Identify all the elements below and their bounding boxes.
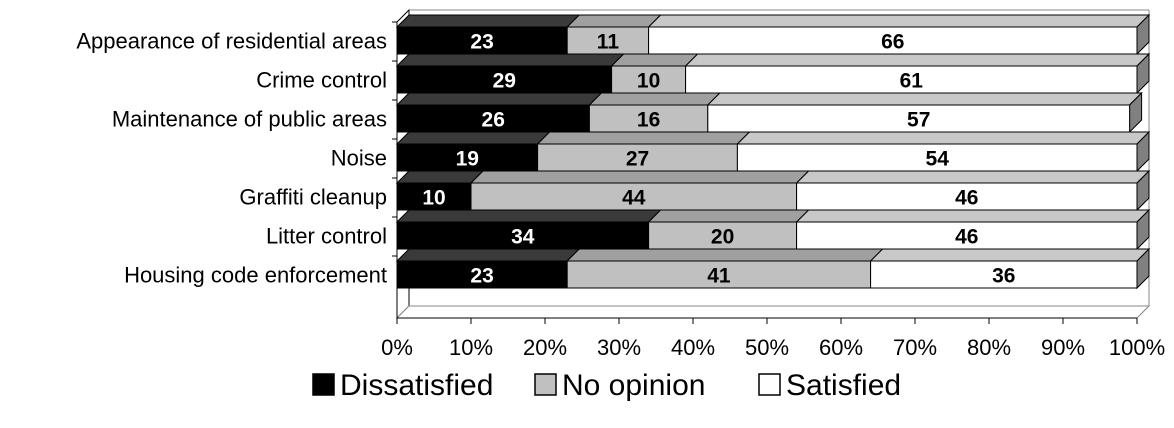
legend-item-no-opinion: No opinion — [535, 369, 705, 402]
bar-top-satisfied — [797, 210, 1149, 222]
bar-top-no-opinion — [649, 210, 809, 222]
data-label-no-opinion: 20 — [711, 226, 734, 249]
x-tick-label: 100% — [1109, 335, 1165, 360]
category-label: Litter control — [266, 224, 387, 249]
data-label-dissatisfied: 23 — [470, 265, 493, 288]
data-label-no-opinion: 10 — [637, 70, 660, 93]
data-label-no-opinion: 41 — [707, 265, 731, 288]
x-tick-label: 30% — [597, 335, 641, 360]
legend-swatch-dissatisfied — [313, 374, 334, 395]
data-label-no-opinion: 27 — [626, 148, 649, 171]
bar-top-dissatisfied — [397, 54, 624, 66]
legend-swatch-no-opinion — [535, 374, 556, 395]
data-label-dissatisfied: 10 — [422, 187, 445, 210]
bar-top-dissatisfied — [397, 210, 661, 222]
data-label-no-opinion: 44 — [622, 187, 646, 210]
bar-top-dissatisfied — [397, 15, 579, 27]
x-tick-label: 70% — [893, 335, 937, 360]
legend: Dissatisfied No opinion Satisfied — [313, 369, 901, 402]
bar-top-no-opinion — [612, 54, 698, 66]
bar-row-maintenance-of-public-areas: 26 16 57 — [397, 93, 1142, 132]
category-label: Appearance of residential areas — [76, 29, 387, 54]
bar-top-satisfied — [871, 249, 1149, 261]
bar-top-satisfied — [797, 171, 1149, 183]
data-label-dissatisfied: 29 — [493, 70, 516, 93]
bar-top-dissatisfied — [397, 93, 601, 105]
category-label: Noise — [331, 146, 387, 171]
category-label: Housing code enforcement — [124, 263, 387, 288]
bar-top-no-opinion — [471, 171, 809, 183]
category-label: Maintenance of public areas — [112, 107, 387, 132]
category-labels: Appearance of residential areas Crime con… — [76, 22, 397, 318]
bar-row-housing-code-enforcement: 23 41 36 — [397, 249, 1149, 288]
x-axis: 0% 10% 20% 30% 40% 50% 60% 70% 80% 90% 100% — [381, 318, 1165, 360]
legend-label: No opinion — [562, 369, 705, 402]
bar-top-satisfied — [649, 15, 1149, 27]
legend-label: Dissatisfied — [340, 369, 493, 402]
bar-top-dissatisfied — [397, 171, 483, 183]
legend-item-satisfied: Satisfied — [759, 369, 901, 402]
x-tick-label: 20% — [523, 335, 567, 360]
bar-top-satisfied — [686, 54, 1149, 66]
x-tick-label: 50% — [745, 335, 789, 360]
bar-top-dissatisfied — [397, 132, 550, 144]
bar-top-satisfied — [708, 93, 1142, 105]
data-label-satisfied: 46 — [955, 226, 978, 249]
data-label-satisfied: 54 — [926, 148, 950, 171]
data-label-dissatisfied: 19 — [456, 148, 479, 171]
bars-group: 23 11 66 29 10 61 26 16 57 19 27 54 10 44 46 34 20 46 23 41… — [397, 15, 1149, 288]
category-label: Graffiti cleanup — [239, 185, 387, 210]
floor — [397, 306, 1149, 318]
category-label: Crime control — [256, 68, 387, 93]
bar-row-graffiti-cleanup: 10 44 46 — [397, 171, 1149, 210]
bar-row-noise: 19 27 54 — [397, 132, 1149, 171]
bar-top-no-opinion — [567, 249, 882, 261]
data-label-dissatisfied: 34 — [511, 226, 535, 249]
bar-top-dissatisfied — [397, 249, 579, 261]
x-tick-label: 0% — [381, 335, 413, 360]
data-label-dissatisfied: 26 — [482, 109, 505, 132]
x-tick-label: 60% — [819, 335, 863, 360]
bar-top-satisfied — [737, 132, 1149, 144]
bar-row-appearance-of-residential-areas: 23 11 66 — [397, 15, 1149, 54]
data-label-no-opinion: 11 — [597, 31, 620, 54]
bar-top-no-opinion — [567, 15, 660, 27]
data-label-dissatisfied: 23 — [470, 31, 493, 54]
x-tick-label: 10% — [449, 335, 493, 360]
data-label-satisfied: 57 — [907, 109, 930, 132]
data-label-no-opinion: 16 — [637, 109, 660, 132]
legend-label: Satisfied — [786, 369, 901, 402]
bar-row-litter-control: 34 20 46 — [397, 210, 1149, 249]
x-tick-label: 40% — [671, 335, 715, 360]
bar-row-crime-control: 29 10 61 — [397, 54, 1149, 93]
data-label-satisfied: 61 — [900, 70, 924, 93]
data-label-satisfied: 66 — [881, 31, 904, 54]
data-label-satisfied: 36 — [992, 265, 1015, 288]
legend-item-dissatisfied: Dissatisfied — [313, 369, 493, 402]
x-tick-label: 90% — [1041, 335, 1085, 360]
legend-swatch-satisfied — [759, 374, 780, 395]
bar-top-no-opinion — [538, 132, 750, 144]
x-tick-label: 80% — [967, 335, 1011, 360]
data-label-satisfied: 46 — [955, 187, 978, 210]
bar-top-no-opinion — [589, 93, 719, 105]
